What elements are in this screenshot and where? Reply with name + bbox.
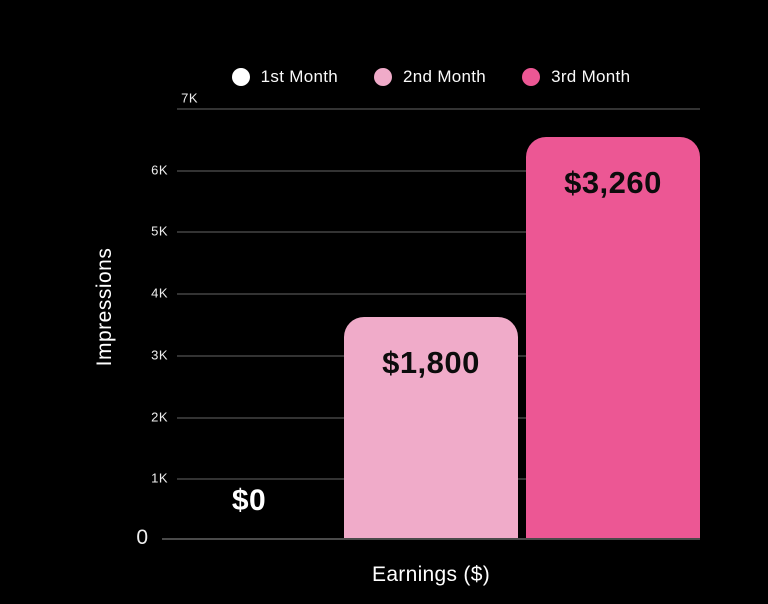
y-axis-ticks: 7K 6K 5K 4K 3K 2K 1K 0	[0, 91, 197, 550]
bar-value-label-1st-month: $0	[231, 484, 267, 517]
legend: 1st Month 2nd Month 3rd Month	[162, 64, 700, 90]
legend-dot-3rd-month-icon	[522, 68, 541, 86]
legend-item-1st-month: 1st Month	[231, 67, 339, 87]
gridline-4k	[177, 293, 700, 296]
legend-dot-1st-month-icon	[231, 68, 250, 86]
bar-slot-3rd-month: $3,260	[526, 108, 700, 538]
bar-slot-2nd-month: $1,800	[344, 108, 518, 538]
legend-item-2nd-month: 2nd Month	[374, 67, 486, 87]
bar-slot-1st-month: $0	[162, 108, 336, 538]
gridline-5k	[177, 231, 700, 234]
bar-value-label-3rd-month: $3,260	[564, 164, 662, 200]
x-axis-title: Earnings ($)	[372, 563, 490, 586]
legend-label-1st-month: 1st Month	[260, 67, 339, 86]
legend-label-3rd-month: 3rd Month	[551, 67, 631, 86]
y-tick-0: 0	[136, 526, 148, 549]
plot-area: $0 $1,800 $3,260	[162, 108, 700, 540]
y-tick-3k: 3K	[151, 347, 168, 363]
bar-2nd-month: $1,800	[344, 316, 518, 538]
y-tick-7k: 7K	[181, 90, 198, 106]
y-tick-6k: 6K	[151, 162, 168, 178]
bar-value-label-2nd-month: $1,800	[382, 344, 480, 380]
y-tick-2k: 2K	[151, 409, 168, 425]
y-tick-1k: 1K	[151, 470, 168, 486]
bar-3rd-month: $3,260	[526, 136, 700, 538]
legend-item-3rd-month: 3rd Month	[522, 67, 630, 87]
y-tick-5k: 5K	[151, 223, 168, 239]
gridline-6k	[177, 169, 700, 172]
gridline-7k	[177, 108, 700, 110]
legend-label-2nd-month: 2nd Month	[403, 67, 487, 86]
y-tick-4k: 4K	[151, 285, 168, 301]
legend-dot-2nd-month-icon	[374, 68, 393, 86]
